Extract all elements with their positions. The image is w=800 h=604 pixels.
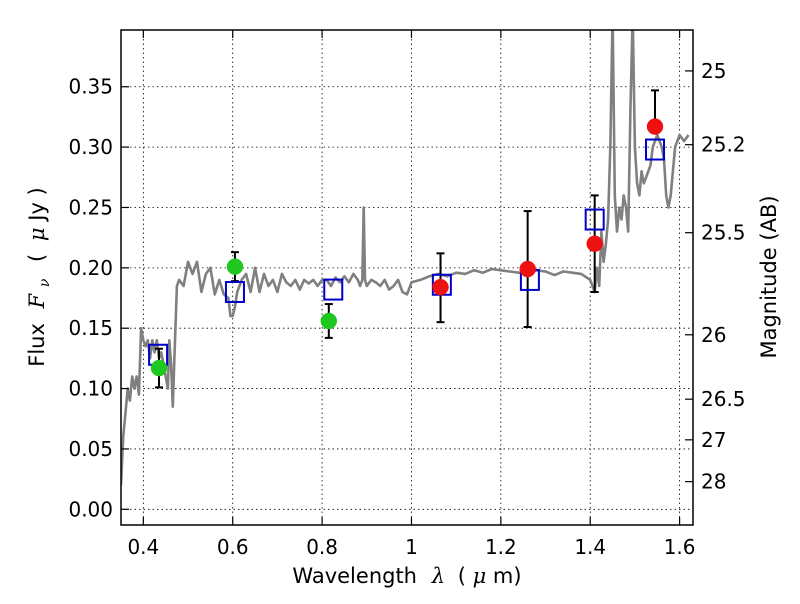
plot-frame	[120, 29, 694, 526]
y-axis-label-unit-mu: μ	[25, 227, 49, 241]
green-data-point	[226, 258, 244, 275]
y-axis-label: Flux F ν ( μ Jy )	[25, 187, 54, 367]
y2-tick-label: 28	[701, 470, 726, 494]
y-tick-label: 0.30	[68, 135, 113, 159]
y-tick-label: 0.05	[68, 437, 113, 461]
x-tick-label: 1	[405, 535, 418, 559]
x-tick-label: 0.6	[217, 535, 249, 559]
red-data-point	[519, 260, 536, 278]
y-tick-label: 0.20	[68, 256, 113, 280]
model-box-layer	[148, 138, 666, 366]
green-data-point	[320, 312, 338, 330]
y2-tick-label: 26.5	[701, 387, 746, 411]
x-axis-label-unit-rest: m)	[493, 564, 522, 588]
red-data-point	[646, 118, 664, 135]
x-tick-label: 1.4	[574, 535, 606, 559]
model-box-marker	[323, 278, 344, 301]
y-tick-label: 0.00	[68, 497, 113, 521]
x-tick-label: 1.6	[664, 535, 696, 559]
y2-tick-label: 25.5	[701, 221, 746, 245]
model-box-marker	[224, 280, 245, 303]
y-axis-label-symbol: F	[25, 292, 49, 309]
y2-tick-label: 25.2	[701, 133, 746, 157]
y-axis-label-unit-rest: Jy )	[25, 187, 49, 223]
x-axis-label: Wavelength λ ( μ m)	[292, 564, 521, 588]
y2-axis-ticks: 25 25.2 25.5 26 26.5 27 28	[685, 59, 746, 494]
data-point-layer	[150, 118, 664, 377]
y2-tick-label: 27	[701, 428, 726, 452]
y-axis-ticks: 0.00 0.05 0.10 0.15 0.20 0.25 0.30 0.35	[68, 75, 129, 521]
x-axis-label-symbol: λ	[431, 564, 445, 588]
y-tick-label: 0.25	[68, 195, 113, 219]
y2-tick-label: 26	[701, 323, 726, 347]
x-axis-ticks: 0.4 0.6 0.8 1 1.2 1.4 1.6	[127, 30, 696, 559]
y-axis-label-text: Flux	[25, 323, 49, 367]
y-tick-label: 0.15	[68, 316, 113, 340]
spectrum-line	[121, 30, 690, 486]
y-tick-label: 0.35	[68, 75, 113, 99]
x-axis-label-unit-mu: μ	[473, 564, 487, 588]
y-axis-label-unit-open: (	[25, 254, 49, 262]
x-tick-label: 0.4	[127, 535, 159, 559]
y2-tick-label: 25	[701, 59, 726, 83]
errorbar-layer	[154, 89, 660, 389]
green-data-point	[150, 359, 168, 377]
grid-lines	[121, 30, 693, 525]
y2-axis-label: Magnitude (AB)	[757, 195, 781, 358]
model-box-marker	[584, 208, 605, 231]
x-tick-label: 1.2	[485, 535, 517, 559]
x-axis-label-unit-open: (	[458, 564, 466, 588]
model-box-marker	[645, 138, 666, 161]
spectrum-layer	[121, 30, 690, 486]
x-axis-label-text: Wavelength	[292, 564, 417, 588]
red-data-point	[432, 278, 449, 296]
y-axis-label-subscript: ν	[37, 278, 53, 287]
y-tick-label: 0.10	[68, 377, 113, 401]
red-data-point	[586, 235, 603, 252]
x-tick-label: 0.8	[306, 535, 338, 559]
